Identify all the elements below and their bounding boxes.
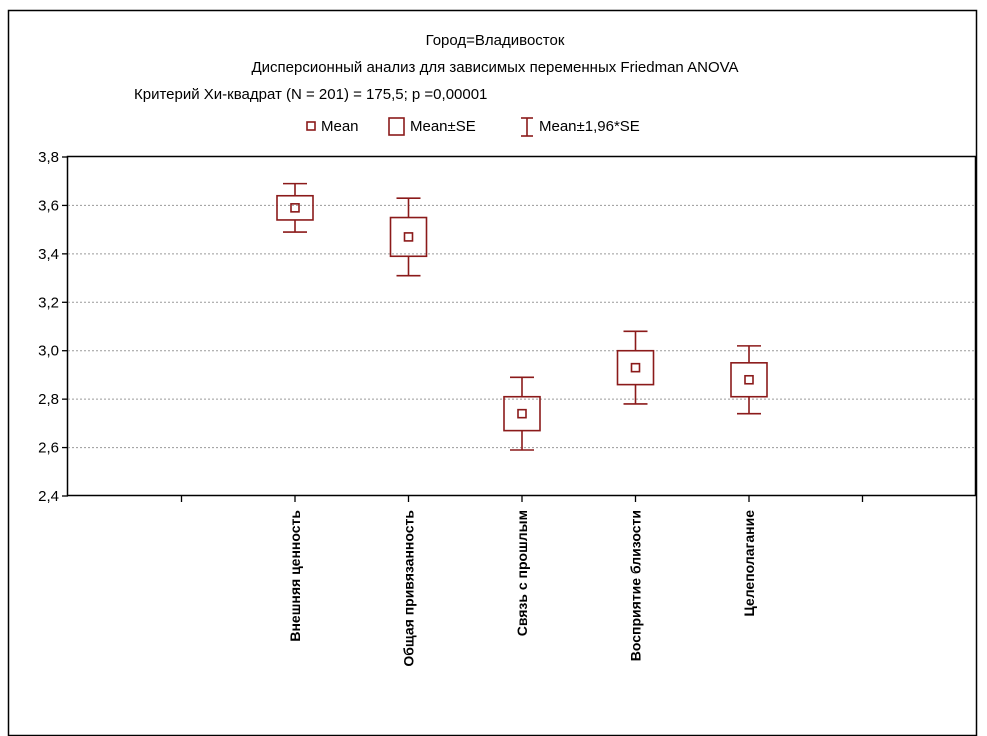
y-tick-label: 3,6 bbox=[38, 197, 59, 214]
legend-mean-marker bbox=[306, 121, 316, 131]
mean-marker bbox=[290, 203, 300, 213]
se-box bbox=[730, 362, 768, 398]
y-tick-label: 3,4 bbox=[38, 246, 59, 263]
se-box bbox=[389, 216, 428, 258]
x-category-label: Связь с прошлым bbox=[514, 510, 530, 636]
legend-se-marker bbox=[388, 117, 405, 136]
x-category-label: Восприятие близости bbox=[628, 510, 644, 661]
legend-mean-label: Mean bbox=[321, 118, 359, 135]
se-box bbox=[503, 395, 541, 432]
chart-title-line-1: Город=Владивосток bbox=[426, 32, 565, 49]
mean-marker bbox=[630, 362, 641, 373]
legend-se-label: Mean±SE bbox=[410, 118, 476, 135]
y-tick-label: 2,8 bbox=[38, 391, 59, 408]
y-tick-label: 3,2 bbox=[38, 294, 59, 311]
x-category-label: Общая привязанность bbox=[401, 510, 417, 667]
box-mark-group bbox=[616, 330, 655, 405]
box-mark-group bbox=[276, 182, 314, 233]
y-tick-label: 3,0 bbox=[38, 343, 59, 360]
y-tick-label: 2,4 bbox=[38, 488, 59, 505]
chart-title-line-3: Критерий Хи-квадрат (N = 201) = 175,5; p… bbox=[134, 86, 487, 103]
y-tick-label: 3,8 bbox=[38, 149, 59, 166]
legend-ci-label: Mean±1,96*SE bbox=[539, 118, 640, 135]
y-axis: 2,4 2,6 2,8 3,0 3,2 3,4 3,6 3,8 bbox=[38, 149, 68, 505]
legend: Mean Mean±SE Mean±1,96*SE bbox=[306, 117, 640, 137]
mean-marker bbox=[744, 374, 754, 385]
x-axis: Внешняя ценность Общая привязанность Связь… bbox=[180, 496, 864, 667]
data-marks bbox=[276, 182, 768, 451]
se-box bbox=[616, 349, 655, 386]
box-mark-group bbox=[389, 197, 428, 277]
x-category-label: Внешняя ценность bbox=[287, 510, 303, 642]
box-mark-group bbox=[503, 376, 541, 451]
chart-title-line-2: Дисперсионный анализ для зависимых перем… bbox=[251, 59, 738, 76]
se-box bbox=[276, 194, 314, 221]
y-tick-label: 2,6 bbox=[38, 440, 59, 457]
legend-ci-marker bbox=[521, 117, 533, 137]
x-category-label: Целеполагание bbox=[741, 510, 757, 617]
mean-marker bbox=[517, 408, 527, 419]
box-mark-group bbox=[730, 345, 768, 415]
mean-marker bbox=[403, 232, 414, 242]
